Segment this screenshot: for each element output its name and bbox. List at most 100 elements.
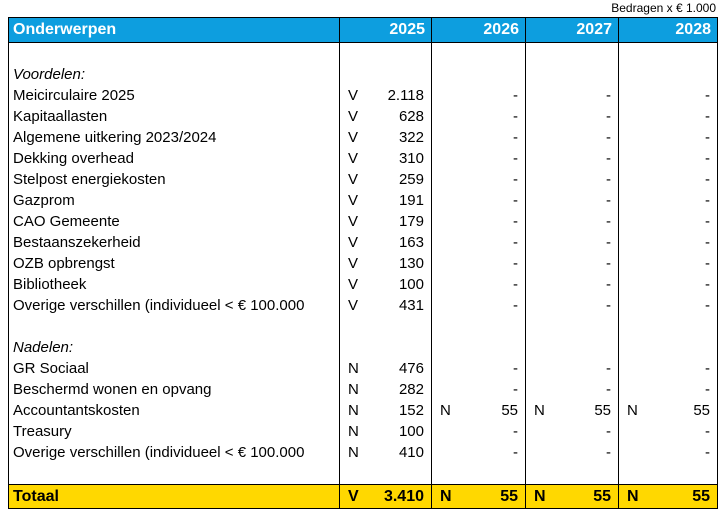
value-cell: -: [618, 421, 717, 442]
amount: -: [513, 192, 518, 209]
value-cell: -: [525, 211, 618, 232]
value-cell: -: [525, 295, 618, 316]
sign: V: [348, 213, 359, 230]
row-label: Bibliotheek: [13, 276, 87, 293]
amount: 100: [398, 423, 424, 440]
table-row: CAO Gemeente V 179 - - -: [9, 211, 717, 232]
value-cell: [618, 316, 717, 337]
header-year-2026: 2026: [431, 18, 525, 42]
value-cell: -: [618, 211, 717, 232]
value-cell: -: [618, 85, 717, 106]
header-onderwerpen: Onderwerpen: [13, 21, 117, 38]
sign: V: [348, 192, 359, 209]
amount: 55: [693, 402, 710, 419]
row-label: Stelpost energiekosten: [13, 171, 166, 188]
header-year-2025: 2025: [339, 18, 431, 42]
sign: N: [534, 488, 546, 505]
sign: N: [627, 488, 639, 505]
amount: 628: [398, 108, 424, 125]
amount: -: [705, 213, 710, 230]
amount: 322: [398, 129, 424, 146]
total-cell-2026: N 55: [431, 485, 525, 508]
amount: -: [705, 360, 710, 377]
amount: -: [513, 87, 518, 104]
amount: -: [606, 129, 611, 146]
amount: -: [705, 171, 710, 188]
amount: -: [606, 108, 611, 125]
value-cell: -: [618, 232, 717, 253]
amount: -: [705, 381, 710, 398]
table-row: Dekking overhead V 310 - - -: [9, 148, 717, 169]
sign: N: [348, 360, 359, 377]
amount: -: [705, 276, 710, 293]
amount: -: [606, 255, 611, 272]
sign: V: [348, 108, 359, 125]
row-label: Bestaanszekerheid: [13, 234, 141, 251]
value-cell: V 191: [339, 190, 431, 211]
table-row: Stelpost energiekosten V 259 - - -: [9, 169, 717, 190]
row-label: OZB opbrengst: [13, 255, 115, 272]
value-cell: -: [431, 169, 525, 190]
value-cell: -: [431, 421, 525, 442]
amount: 3.410: [383, 488, 424, 505]
amount: -: [513, 150, 518, 167]
value-cell: -: [525, 85, 618, 106]
value-cell: [525, 43, 618, 64]
sign: N: [627, 402, 638, 419]
value-cell: -: [525, 232, 618, 253]
row-label: Overige verschillen (individueel < € 100…: [13, 297, 305, 314]
amount: -: [705, 297, 710, 314]
sign: V: [348, 255, 359, 272]
value-cell: -: [618, 253, 717, 274]
table-row: Algemene uitkering 2023/2024 V 322 - - -: [9, 127, 717, 148]
amount: 191: [398, 192, 424, 209]
value-cell: N 100: [339, 421, 431, 442]
value-cell: -: [431, 274, 525, 295]
amount: 163: [398, 234, 424, 251]
value-cell: [431, 64, 525, 85]
value-cell: N 282: [339, 379, 431, 400]
value-cell: -: [525, 127, 618, 148]
table-row: Voordelen:: [9, 64, 717, 85]
row-label: Treasury: [13, 423, 72, 440]
table-row: Kapitaallasten V 628 - - -: [9, 106, 717, 127]
amount: -: [606, 297, 611, 314]
amount: -: [513, 276, 518, 293]
value-cell: -: [618, 190, 717, 211]
table-row: Beschermd wonen en opvang N 282 - - -: [9, 379, 717, 400]
value-cell: [618, 64, 717, 85]
value-cell: -: [431, 379, 525, 400]
financial-table: Onderwerpen 2025 2026 2027 2028 Voordele…: [8, 17, 718, 509]
amount: -: [513, 423, 518, 440]
sign: V: [348, 297, 359, 314]
row-label: Overige verschillen (individueel < € 100…: [13, 444, 305, 461]
amount: -: [513, 171, 518, 188]
amount: -: [513, 108, 518, 125]
value-cell: -: [525, 253, 618, 274]
value-cell: -: [525, 379, 618, 400]
sign: V: [348, 171, 359, 188]
amount: 130: [398, 255, 424, 272]
total-cell-2027: N 55: [525, 485, 618, 508]
amount: -: [705, 255, 710, 272]
value-cell: -: [431, 295, 525, 316]
amount: -: [705, 192, 710, 209]
sign: V: [348, 150, 359, 167]
sign: V: [348, 87, 359, 104]
row-label: CAO Gemeente: [13, 213, 120, 230]
value-cell: -: [525, 190, 618, 211]
value-cell: -: [431, 442, 525, 463]
amount: -: [705, 108, 710, 125]
value-cell: -: [618, 358, 717, 379]
value-cell: N 152: [339, 400, 431, 421]
amount: -: [705, 423, 710, 440]
value-cell: [618, 337, 717, 358]
value-cell: -: [618, 127, 717, 148]
amount: -: [513, 381, 518, 398]
table-row: Meicirculaire 2025 V 2.118 - - -: [9, 85, 717, 106]
amount: -: [606, 234, 611, 251]
amount: -: [513, 444, 518, 461]
amount: -: [606, 213, 611, 230]
value-cell: -: [431, 253, 525, 274]
total-label: Totaal: [13, 488, 59, 505]
